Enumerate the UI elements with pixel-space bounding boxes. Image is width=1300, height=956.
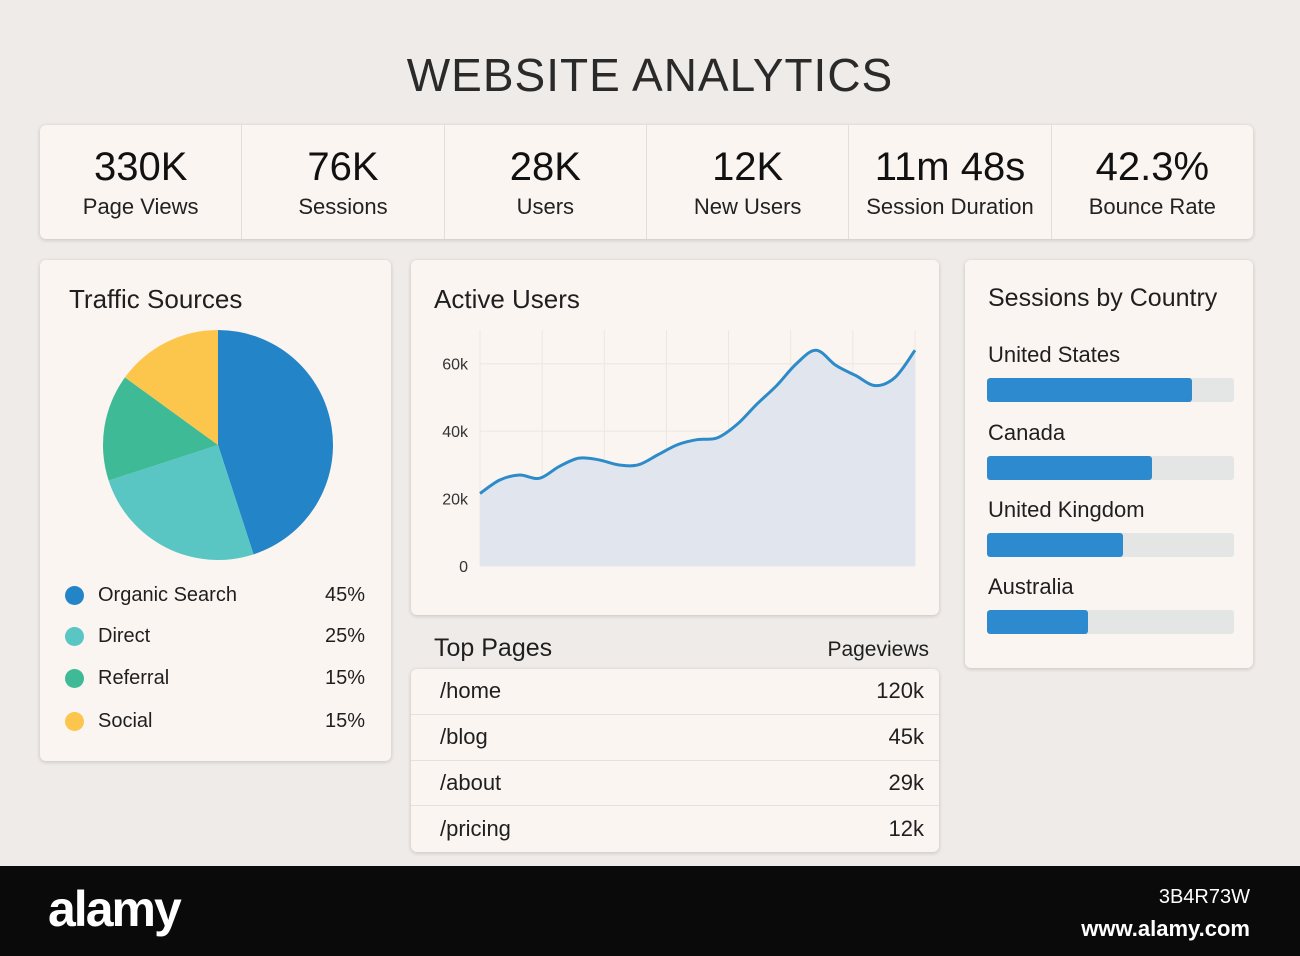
legend-item-social: Social 15% [65, 708, 365, 734]
active-users-area-chart: 0 20k 40k 60k [442, 330, 917, 576]
country-label-united-kingdom: United Kingdom [988, 497, 1145, 522]
page-views: 45k [888, 724, 924, 750]
bar-fill [987, 456, 1153, 480]
site-url: www.alamy.com [1081, 916, 1250, 941]
page-path: /pricing [440, 816, 511, 842]
country-bar-united-kingdom [987, 533, 1234, 557]
page-views: 29k [888, 769, 924, 795]
kpi-value: 12K [712, 145, 784, 189]
legend-dot [65, 711, 84, 731]
page-path: /blog [440, 724, 488, 750]
sessions-by-country-card: Sessions by Country United States Canada… [965, 260, 1253, 668]
page-title: WEBSITE ANALYTICS [406, 49, 894, 101]
legend-name: Direct [98, 624, 151, 647]
kpi-bounce-rate: 42.3% Bounce Rate [1052, 125, 1253, 239]
kpi-label: Session Duration [866, 194, 1034, 219]
kpi-value: 28K [509, 145, 581, 189]
active-users-title: Active Users [434, 284, 580, 314]
kpi-value: 330K [93, 145, 188, 189]
kpi-value: 11m 48s [874, 145, 1026, 189]
kpi-label: New Users [693, 194, 802, 219]
legend-name: Organic Search [98, 583, 237, 606]
table-row[interactable]: /blog 45k [411, 715, 939, 761]
bar-fill [987, 610, 1089, 634]
country-bar-canada [987, 456, 1234, 480]
legend-percent: 15% [324, 666, 365, 689]
bar-fill [987, 533, 1123, 557]
pie-slice-direct [108, 445, 254, 560]
traffic-sources-card: Traffic Sources Organic Search 45% Direc… [40, 260, 391, 761]
kpi-new-users: 12K New Users [647, 125, 850, 239]
kpi-label: Page Views [82, 194, 199, 219]
legend-dot [65, 668, 84, 688]
kpi-session-duration: 11m 48s Session Duration [849, 125, 1052, 239]
y-tick-label: 40k [442, 424, 469, 441]
country-label-canada: Canada [988, 420, 1066, 445]
country-label-australia: Australia [988, 574, 1074, 599]
page-views: 120k [876, 678, 924, 704]
traffic-sources-pie-chart [103, 330, 333, 560]
legend-item-direct: Direct 25% [65, 623, 365, 649]
active-users-card: Active Users 0 20k 40k 60k [411, 260, 939, 615]
table-row[interactable]: /about 29k [411, 761, 939, 807]
legend-dot [65, 626, 84, 646]
pageviews-column-header: Pageviews [827, 638, 929, 661]
watermark-footer: alamy 3B4R73W www.alamy.com [0, 866, 1300, 956]
kpi-label: Bounce Rate [1088, 194, 1216, 219]
pie-slice-social [124, 330, 218, 445]
kpi-sessions: 76K Sessions [242, 125, 445, 239]
top-pages-table: /home 120k /blog 45k /about 29k /pricing… [411, 669, 939, 852]
legend-dot [65, 585, 84, 605]
country-bar-australia [987, 610, 1234, 634]
pie-slice-referral [103, 377, 218, 481]
legend-percent: 25% [324, 624, 365, 647]
kpi-page-views: 330K Page Views [40, 125, 243, 239]
table-row[interactable]: /home 120k [411, 669, 939, 715]
country-bar-united-states [987, 378, 1234, 402]
y-tick-label: 0 [459, 559, 468, 576]
image-id: 3B4R73W [1158, 886, 1250, 908]
kpi-summary-bar: 330K Page Views 76K Sessions 28K Users 1… [40, 125, 1253, 239]
kpi-value: 76K [307, 145, 379, 189]
y-tick-label: 20k [442, 492, 469, 509]
y-tick-label: 60k [442, 357, 469, 374]
legend-name: Social [98, 709, 153, 732]
kpi-label: Sessions [298, 194, 388, 219]
pie-slice-organic-search [218, 330, 333, 555]
alamy-logo: alamy [48, 881, 182, 937]
bar-fill [987, 378, 1192, 402]
legend-percent: 15% [324, 709, 365, 732]
area-fill [480, 350, 915, 566]
traffic-sources-title: Traffic Sources [69, 284, 243, 314]
legend-item-organic-search: Organic Search 45% [65, 582, 365, 608]
series-line [479, 348, 917, 495]
legend-name: Referral [98, 666, 170, 689]
sessions-by-country-title: Sessions by Country [988, 284, 1218, 312]
page-path: /home [440, 678, 502, 704]
page-views: 12k [888, 816, 924, 842]
kpi-label: Users [516, 194, 575, 219]
top-pages-title: Top Pages [434, 634, 553, 662]
legend-percent: 45% [324, 583, 365, 606]
kpi-value: 42.3% [1095, 145, 1210, 189]
country-label-united-states: United States [988, 342, 1121, 367]
legend-item-referral: Referral 15% [65, 665, 365, 691]
table-row[interactable]: /pricing 12k [411, 806, 939, 852]
page-path: /about [440, 769, 502, 795]
kpi-users: 28K Users [445, 125, 647, 239]
